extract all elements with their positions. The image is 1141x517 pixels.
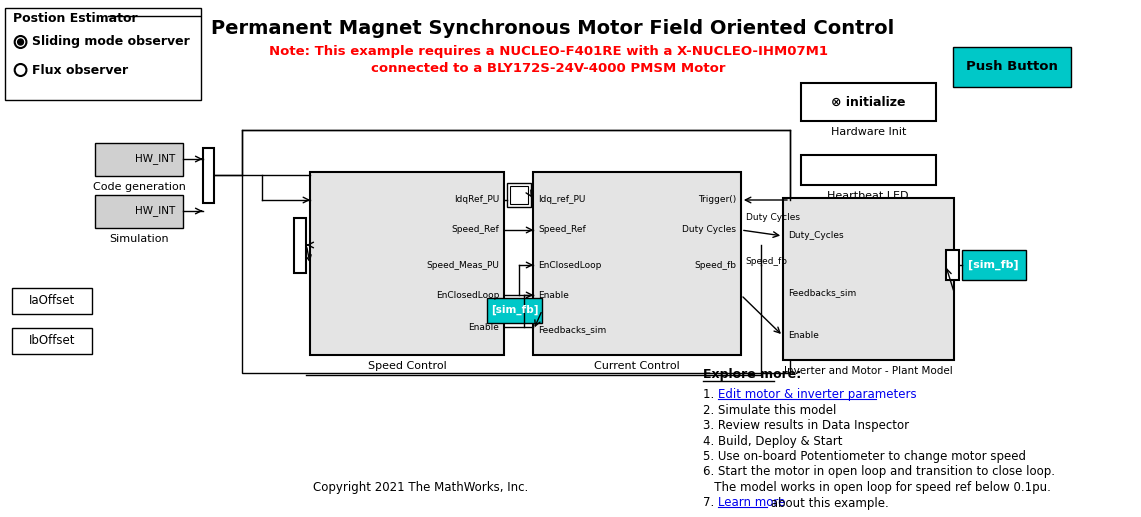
Text: Postion Estimator: Postion Estimator	[13, 11, 137, 24]
Text: Speed Control: Speed Control	[367, 361, 446, 371]
Text: The model works in open loop for speed ref below 0.1pu.: The model works in open loop for speed r…	[703, 481, 1051, 494]
Text: Sliding mode observer: Sliding mode observer	[32, 36, 191, 49]
Text: Enable: Enable	[788, 331, 819, 341]
Bar	[203, 148, 215, 203]
Bar	[5, 8, 201, 100]
Text: Speed_Ref: Speed_Ref	[539, 225, 586, 235]
Text: ⊗ initialize: ⊗ initialize	[831, 96, 906, 109]
Bar	[11, 328, 92, 354]
Bar	[487, 298, 542, 323]
Text: IaOffset: IaOffset	[29, 295, 75, 308]
Text: connected to a BLY172S-24V-4000 PMSM Motor: connected to a BLY172S-24V-4000 PMSM Mot…	[371, 63, 726, 75]
Text: Speed_fb: Speed_fb	[746, 257, 787, 266]
Text: Enable: Enable	[468, 323, 500, 331]
Text: Copyright 2021 The MathWorks, Inc.: Copyright 2021 The MathWorks, Inc.	[314, 480, 528, 494]
Text: Note: This example requires a NUCLEO-F401RE with a X-NUCLEO-IHM07M1: Note: This example requires a NUCLEO-F40…	[268, 45, 827, 58]
Text: EnClosedLoop: EnClosedLoop	[436, 291, 500, 299]
Text: IbOffset: IbOffset	[29, 334, 75, 347]
Text: Permanent Magnet Synchronous Motor Field Oriented Control: Permanent Magnet Synchronous Motor Field…	[211, 19, 895, 38]
Text: Code generation: Code generation	[92, 182, 186, 192]
Text: 1.: 1.	[703, 388, 718, 401]
Bar	[95, 143, 183, 176]
Text: Duty Cycles: Duty Cycles	[746, 212, 800, 221]
Text: about this example.: about this example.	[767, 496, 889, 509]
Text: Feedbacks_sim: Feedbacks_sim	[539, 326, 607, 334]
Bar	[507, 183, 531, 207]
Text: Current Control: Current Control	[594, 361, 680, 371]
Text: HW_INT: HW_INT	[135, 206, 176, 217]
Text: Heartbeat LED: Heartbeat LED	[827, 191, 909, 201]
Circle shape	[17, 39, 24, 45]
Text: 5. Use on-board Potentiometer to change motor speed: 5. Use on-board Potentiometer to change …	[703, 450, 1026, 463]
Text: Push Button: Push Button	[966, 60, 1058, 73]
Text: Enable: Enable	[539, 291, 569, 299]
Bar	[293, 218, 307, 273]
Text: 6. Start the motor in open loop and transition to close loop.: 6. Start the motor in open loop and tran…	[703, 465, 1054, 479]
Text: 4. Build, Deploy & Start: 4. Build, Deploy & Start	[703, 434, 842, 448]
Bar	[11, 288, 92, 314]
Text: Speed_Meas_PU: Speed_Meas_PU	[427, 261, 500, 269]
Text: [sim_fb]: [sim_fb]	[969, 260, 1019, 270]
Text: Duty_Cycles: Duty_Cycles	[788, 232, 843, 240]
Bar	[783, 198, 954, 360]
Text: Speed_fb: Speed_fb	[694, 261, 736, 269]
Text: IdqRef_PU: IdqRef_PU	[454, 195, 500, 205]
Bar	[510, 186, 527, 204]
Bar	[954, 47, 1070, 87]
Bar	[946, 250, 960, 280]
Text: Duty Cycles: Duty Cycles	[682, 225, 736, 235]
Bar	[95, 195, 183, 228]
Bar	[801, 155, 936, 185]
Text: Speed_Ref: Speed_Ref	[452, 225, 500, 235]
Text: 2. Simulate this model: 2. Simulate this model	[703, 403, 836, 417]
Text: Explore more:: Explore more:	[703, 368, 801, 381]
Text: Idq_ref_PU: Idq_ref_PU	[539, 195, 585, 205]
Text: Simulation: Simulation	[110, 234, 169, 244]
Text: Learn more: Learn more	[718, 496, 785, 509]
Text: Inverter and Motor - Plant Model: Inverter and Motor - Plant Model	[784, 366, 953, 376]
Text: EnClosedLoop: EnClosedLoop	[539, 261, 601, 269]
Text: Feedbacks_sim: Feedbacks_sim	[788, 288, 856, 297]
Bar	[310, 172, 504, 355]
Bar	[242, 130, 790, 373]
Bar	[801, 83, 936, 121]
Text: 7.: 7.	[703, 496, 718, 509]
Bar	[534, 172, 741, 355]
Text: [sim_fb]: [sim_fb]	[491, 305, 539, 315]
Text: 3. Review results in Data Inspector: 3. Review results in Data Inspector	[703, 419, 909, 432]
Text: Hardware Init: Hardware Init	[831, 127, 906, 137]
Text: Trigger(): Trigger()	[698, 195, 736, 205]
Text: HW_INT: HW_INT	[135, 154, 176, 164]
Text: Edit motor & inverter parameters: Edit motor & inverter parameters	[718, 388, 916, 401]
Bar	[962, 250, 1026, 280]
Text: Flux observer: Flux observer	[32, 64, 129, 77]
